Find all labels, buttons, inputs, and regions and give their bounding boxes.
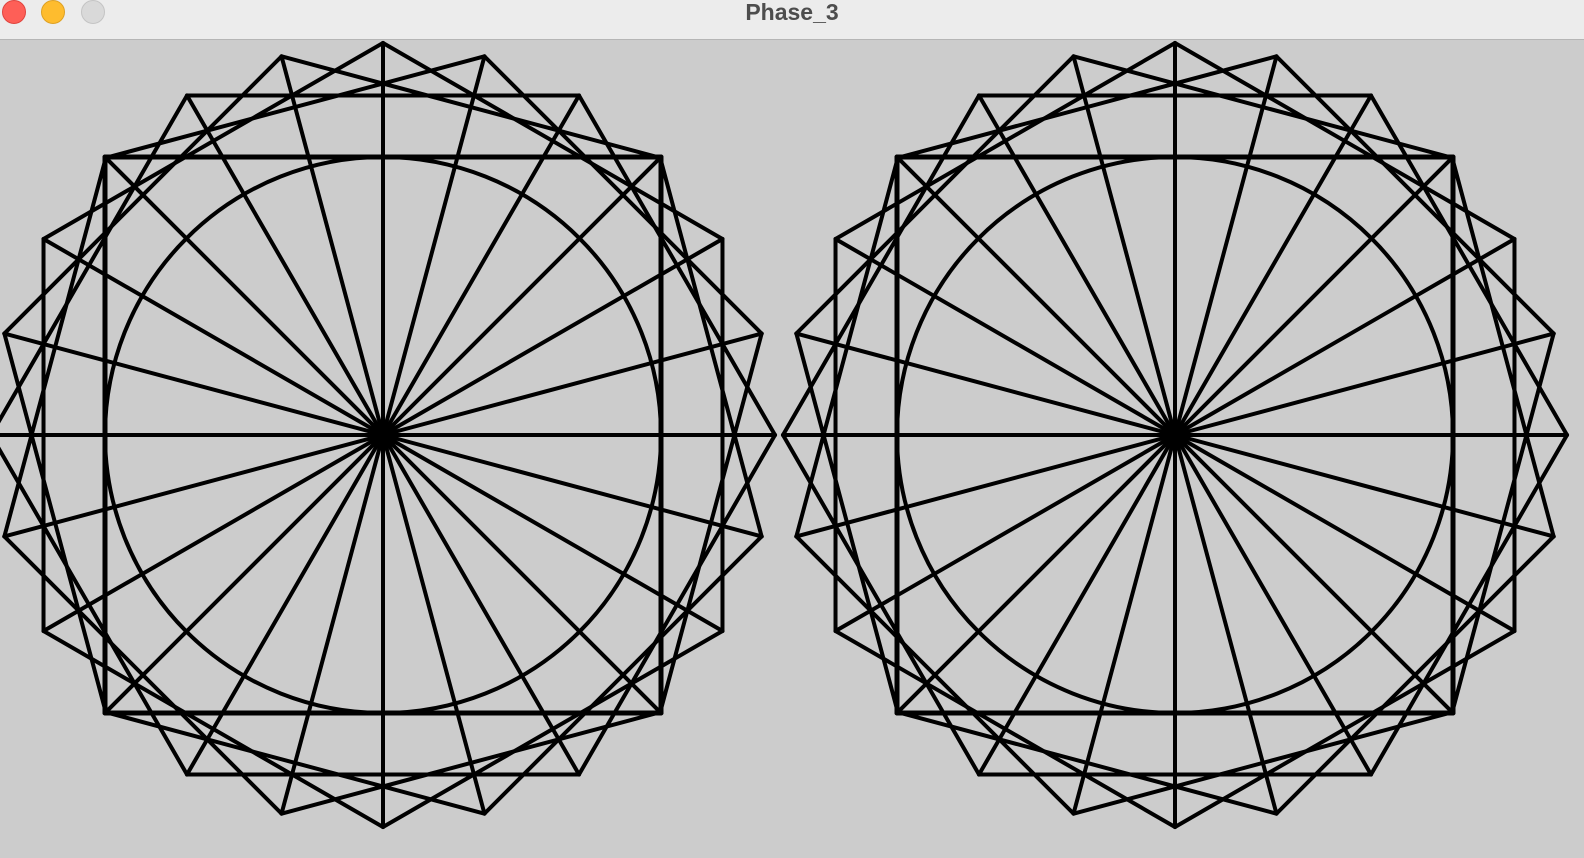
star-edge-line xyxy=(658,155,764,539)
spoke-line xyxy=(41,433,385,633)
spoke-line xyxy=(279,433,385,816)
star-edge-line xyxy=(895,54,1279,160)
spoke-line xyxy=(279,54,385,437)
spoke-line xyxy=(895,155,1177,437)
star-edge-line xyxy=(1071,710,1455,816)
star-edge-line xyxy=(833,41,1177,241)
star-edge-line xyxy=(103,54,487,160)
star-edge-line xyxy=(781,433,981,777)
spoke-line xyxy=(1173,331,1556,437)
star-edge-line xyxy=(1071,54,1455,160)
star-edge-line xyxy=(2,534,284,816)
star-edge-line xyxy=(279,710,663,816)
spoke-line xyxy=(1173,433,1556,539)
star-edge-line xyxy=(794,54,1076,336)
star-edge-line xyxy=(0,446,189,777)
center-hub xyxy=(369,421,397,449)
sketch-canvas[interactable] xyxy=(0,40,1584,858)
spoke-line xyxy=(381,155,663,437)
spoke-line xyxy=(977,93,1177,437)
inner-circle xyxy=(103,155,663,715)
star-edge-line xyxy=(1173,629,1517,829)
spoke-line xyxy=(1173,433,1373,777)
spoke-line xyxy=(381,54,487,437)
spoke-line xyxy=(41,237,385,437)
spoke-line xyxy=(381,433,487,816)
spoke-line xyxy=(2,433,385,539)
star-edge-line xyxy=(381,629,725,829)
title-bar[interactable]: Phase_3 xyxy=(0,0,1584,40)
spoke-line xyxy=(833,237,1177,437)
star-edge-line xyxy=(1274,534,1556,816)
left-star-figure xyxy=(0,41,777,829)
spoke-line xyxy=(381,433,663,715)
star-edge-line xyxy=(1450,331,1556,715)
star-edge-line xyxy=(833,629,1177,829)
star-edge-line xyxy=(1173,41,1517,241)
center-hub xyxy=(1161,421,1189,449)
spoke-line xyxy=(2,331,385,437)
spoke-line xyxy=(1071,433,1177,816)
star-edge-line xyxy=(1369,93,1569,437)
star-edge-line xyxy=(2,54,284,336)
star-edge-line xyxy=(2,155,108,539)
star-edge-line xyxy=(103,710,487,816)
star-edge-line xyxy=(0,93,189,424)
spoke-line xyxy=(1173,93,1373,437)
spoke-line xyxy=(381,433,764,539)
star-edge-line xyxy=(1369,433,1569,777)
window-title: Phase_3 xyxy=(745,0,839,25)
spoke-line xyxy=(895,433,1177,715)
star-edge-line xyxy=(279,54,663,160)
spoke-line xyxy=(381,433,581,777)
close-button[interactable] xyxy=(2,0,26,24)
spoke-line xyxy=(103,155,385,437)
star-edge-line xyxy=(381,41,725,241)
star-edge-line xyxy=(794,155,900,539)
spoke-line xyxy=(1173,155,1455,437)
spoke-line xyxy=(103,433,385,715)
spoke-line xyxy=(1071,54,1177,437)
spoke-line xyxy=(1173,433,1455,715)
spoke-line xyxy=(1173,54,1279,437)
star-edge-line xyxy=(482,534,764,816)
sketch-drawing xyxy=(0,41,1569,829)
star-edge-line xyxy=(577,93,777,437)
spoke-line xyxy=(794,331,1177,437)
star-edge-line xyxy=(781,93,981,437)
star-edge-line xyxy=(41,41,385,241)
spoke-line xyxy=(977,433,1177,777)
star-edge-line xyxy=(2,331,108,715)
spoke-line xyxy=(1173,433,1517,633)
star-edge-line xyxy=(794,331,900,715)
star-edge-line xyxy=(895,710,1279,816)
spoke-line xyxy=(794,433,1177,539)
spoke-line xyxy=(1173,433,1279,816)
spoke-line xyxy=(381,331,764,437)
spoke-line xyxy=(381,433,725,633)
spoke-line xyxy=(381,237,725,437)
star-edge-line xyxy=(482,54,764,336)
minimize-button[interactable] xyxy=(41,0,65,24)
star-edge-line xyxy=(577,433,777,777)
spoke-line xyxy=(381,93,581,437)
spoke-line xyxy=(1173,237,1517,437)
spoke-line xyxy=(185,93,385,437)
right-star-figure xyxy=(781,41,1569,829)
inner-circle xyxy=(895,155,1455,715)
star-edge-line xyxy=(658,331,764,715)
star-edge-line xyxy=(1274,54,1556,336)
star-edge-line xyxy=(794,534,1076,816)
star-edge-line xyxy=(41,629,385,829)
spoke-line xyxy=(185,433,385,777)
star-edge-line xyxy=(1450,155,1556,539)
zoom-button[interactable] xyxy=(81,0,105,24)
spoke-line xyxy=(833,433,1177,633)
